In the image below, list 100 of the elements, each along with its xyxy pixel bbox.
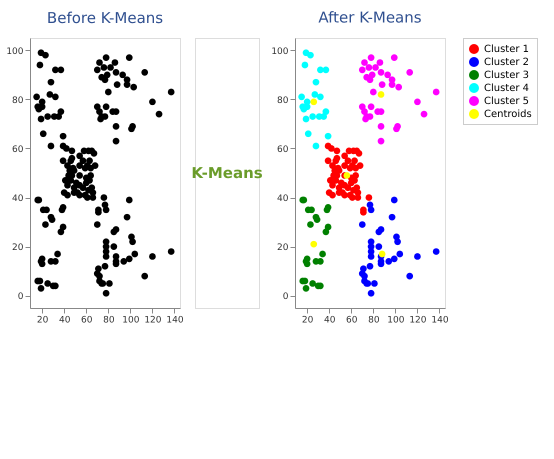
point — [368, 206, 374, 214]
point — [370, 88, 377, 96]
point — [366, 64, 372, 71]
point — [341, 162, 348, 169]
point — [334, 148, 340, 154]
text: K-Means — [191, 164, 263, 182]
point — [319, 250, 326, 258]
point — [317, 94, 324, 100]
y-tick-label: 100 — [6, 46, 24, 57]
point — [375, 243, 382, 250]
point — [420, 110, 428, 118]
x-tick-label: 80 — [368, 316, 380, 326]
point — [329, 192, 336, 198]
point — [358, 66, 366, 74]
point — [358, 221, 366, 228]
y-tick-label: 60 — [277, 144, 289, 155]
point — [414, 253, 421, 260]
point — [343, 172, 350, 179]
y-tick-label: 0 — [282, 292, 289, 302]
point — [324, 157, 332, 164]
x-tick-label: 100 — [122, 316, 140, 326]
point — [314, 216, 320, 223]
point — [406, 69, 414, 76]
point — [390, 196, 398, 204]
point — [368, 71, 376, 78]
chart-title: Before K-Means — [46, 9, 164, 27]
point — [368, 290, 374, 297]
legend-label: Centroids — [484, 109, 532, 120]
point — [406, 272, 414, 280]
point — [388, 214, 396, 221]
point — [336, 184, 342, 192]
legend-label: Cluster 1 — [484, 44, 530, 55]
legend-label: Cluster 4 — [484, 83, 530, 94]
x-tick-label: 40 — [324, 316, 336, 326]
point — [378, 250, 386, 258]
point — [341, 152, 348, 160]
point — [298, 94, 305, 100]
point — [378, 91, 384, 98]
y-tick-label: 60 — [12, 144, 24, 155]
x-tick-label: 20 — [302, 316, 314, 326]
point — [396, 250, 404, 258]
point — [310, 98, 318, 106]
point — [317, 258, 324, 265]
x-tick-label: 100 — [387, 316, 405, 326]
point — [378, 69, 384, 76]
x-tick-label: 80 — [103, 316, 115, 326]
point — [322, 108, 330, 115]
point — [414, 98, 421, 106]
point — [388, 81, 396, 88]
point — [371, 280, 378, 287]
point — [322, 66, 330, 74]
point — [307, 52, 314, 59]
point — [309, 280, 316, 287]
y-tick-label: 100 — [271, 46, 289, 57]
y-tick-label: 40 — [12, 194, 24, 204]
y-tick-label: 0 — [18, 292, 24, 302]
x-tick-label: 60 — [346, 316, 358, 326]
legend-label: Cluster 5 — [484, 96, 530, 107]
point — [368, 103, 374, 110]
point — [432, 248, 440, 255]
point — [390, 256, 398, 262]
y-tick-label: 40 — [277, 194, 289, 204]
point — [361, 59, 368, 66]
point — [378, 81, 386, 88]
point — [358, 103, 366, 110]
x-tick-label: 140 — [431, 316, 449, 326]
point — [302, 116, 310, 122]
point — [385, 258, 392, 265]
y-tick-label: 20 — [12, 243, 24, 254]
y-tick-label: 80 — [277, 96, 289, 106]
point — [302, 285, 310, 292]
point — [312, 91, 318, 98]
point — [344, 184, 352, 192]
point — [378, 138, 384, 144]
point — [354, 194, 362, 201]
point — [329, 182, 336, 189]
legend-label: Cluster 3 — [484, 70, 530, 81]
point — [368, 54, 374, 61]
point — [307, 221, 314, 228]
chart-title: After K-Means — [318, 8, 422, 26]
point — [332, 157, 340, 164]
point — [366, 194, 372, 201]
y-tick-label: 20 — [277, 243, 289, 254]
point — [378, 226, 384, 233]
x-tick-label: 140 — [166, 316, 184, 326]
point — [324, 132, 332, 140]
point — [324, 224, 332, 230]
x-tick-label: 120 — [409, 316, 427, 326]
point — [394, 123, 401, 130]
point — [378, 123, 384, 130]
x-tick-label: 40 — [58, 316, 71, 326]
legend-label: Cluster 2 — [484, 57, 530, 68]
point — [395, 84, 402, 90]
point — [344, 157, 352, 164]
x-tick-label: 60 — [81, 316, 93, 326]
x-tick-label: 120 — [144, 316, 162, 326]
x-tick-label: 20 — [36, 316, 49, 326]
point — [372, 64, 379, 71]
point — [302, 62, 308, 68]
point — [332, 177, 340, 184]
